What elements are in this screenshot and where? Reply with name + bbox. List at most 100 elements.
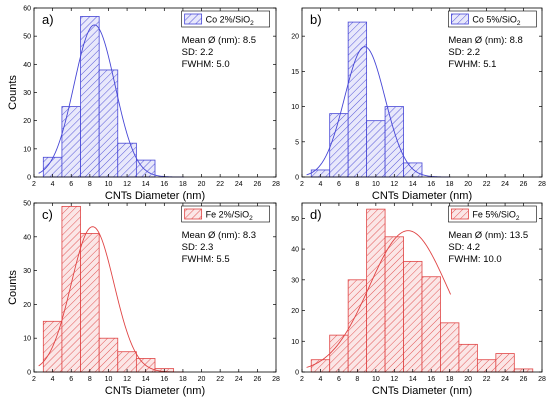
x-tick-label: 24: [501, 181, 509, 188]
y-tick-label: 40: [23, 62, 31, 69]
x-tick-label: 28: [538, 376, 546, 383]
y-tick-label: 30: [23, 268, 31, 275]
x-tick-label: 14: [409, 181, 417, 188]
histogram-bar: [329, 113, 349, 178]
stats-line: Mean Ø (nm): 8.3: [182, 230, 256, 241]
y-tick-label: 10: [291, 104, 299, 111]
gaussian-fit-curve: [38, 24, 184, 178]
y-tick-label: 10: [23, 146, 31, 153]
stats-line: FWHM: 5.1: [448, 59, 496, 70]
x-tick-label: 2: [32, 376, 36, 383]
x-tick-label: 22: [483, 181, 491, 188]
histogram-bar: [384, 106, 404, 178]
gaussian-fit-curve: [306, 230, 452, 368]
x-axis-label: CNTs Diameter (nm): [372, 190, 472, 202]
x-tick-label: 26: [253, 181, 261, 188]
histogram-bar: [61, 205, 81, 373]
x-tick-label: 22: [216, 376, 224, 383]
x-tick-label: 10: [372, 376, 380, 383]
y-tick-label: 10: [23, 336, 31, 343]
x-tick-label: 20: [198, 181, 206, 188]
y-tick-label: 0: [27, 370, 31, 377]
y-axis-label: Counts: [7, 270, 19, 305]
panel-label: d): [310, 207, 322, 222]
histogram-bar: [61, 106, 81, 178]
legend-swatch: [184, 208, 203, 220]
stats-line: SD: 2.3: [182, 242, 214, 253]
stats-line: Mean Ø (nm): 8.5: [182, 35, 256, 46]
stats-line: FWHM: 10.0: [448, 254, 501, 265]
stats-line: Mean Ø (nm): 8.8: [448, 35, 522, 46]
legend-entry: Co 2%/SiO2: [206, 15, 255, 28]
x-tick-label: 18: [446, 376, 454, 383]
x-tick-label: 26: [520, 376, 528, 383]
y-tick-label: 0: [295, 370, 299, 377]
y-tick-label: 40: [23, 234, 31, 241]
y-tick-label: 5: [295, 139, 299, 146]
histogram-bar: [366, 208, 386, 373]
x-tick-label: 12: [123, 181, 131, 188]
x-tick-label: 26: [253, 376, 261, 383]
y-tick-label: 20: [291, 308, 299, 315]
panel-label: c): [42, 207, 53, 222]
y-tick-label: 30: [291, 277, 299, 284]
x-tick-label: 24: [235, 181, 243, 188]
x-tick-label: 2: [300, 376, 304, 383]
histogram-bar: [117, 142, 137, 178]
y-tick-label: 50: [23, 201, 31, 208]
panel-d: 2 4 6 8 10 12 14 16 18 20 22 24 26 2801020304050CNTs …: [291, 202, 546, 397]
plot-frame: [301, 7, 543, 178]
gaussian-fit-curve: [38, 226, 184, 373]
x-axis-label: CNTs Diameter (nm): [372, 385, 472, 397]
legend-box: [181, 10, 270, 28]
legend-box: [448, 10, 537, 28]
stats-line: Mean Ø (nm): 13.5: [448, 230, 528, 241]
x-tick-label: 8: [355, 376, 359, 383]
histogram-bar: [458, 343, 478, 373]
y-tick-label: 60: [23, 6, 31, 13]
histogram-bar: [98, 337, 119, 373]
x-tick-label: 8: [88, 376, 92, 383]
x-tick-label: 2: [32, 181, 36, 188]
x-tick-label: 22: [216, 181, 224, 188]
x-tick-label: 4: [51, 376, 55, 383]
legend-swatch: [450, 208, 469, 220]
plot-frame: [33, 202, 277, 373]
x-tick-label: 16: [427, 376, 435, 383]
histogram-bar: [403, 260, 423, 373]
x-tick-label: 10: [372, 181, 380, 188]
x-tick-label: 10: [105, 376, 113, 383]
panel-label: a): [42, 12, 54, 27]
x-tick-label: 16: [427, 181, 435, 188]
x-tick-label: 12: [123, 376, 131, 383]
y-tick-label: 30: [23, 90, 31, 97]
x-tick-label: 20: [198, 376, 206, 383]
x-tick-label: 18: [179, 376, 187, 383]
x-axis-label: CNTs Diameter (nm): [105, 385, 205, 397]
y-tick-label: 0: [295, 175, 299, 182]
stats-line: FWHM: 5.5: [182, 254, 230, 265]
y-tick-label: 20: [23, 118, 31, 125]
panel-a: 2 4 6 8 10 12 14 16 18 20 22 24 26 280102030405060CNT…: [7, 6, 280, 203]
histogram-bar: [347, 21, 368, 178]
histogram-bar: [117, 351, 137, 373]
stats-line: SD: 2.2: [182, 47, 214, 58]
x-tick-label: 4: [319, 376, 323, 383]
x-tick-label: 6: [69, 376, 73, 383]
x-tick-label: 18: [179, 181, 187, 188]
legend-swatch: [450, 13, 469, 25]
x-tick-label: 26: [520, 181, 528, 188]
y-tick-label: 20: [23, 302, 31, 309]
x-tick-label: 24: [235, 376, 243, 383]
x-tick-label: 12: [390, 181, 398, 188]
x-tick-label: 22: [483, 376, 491, 383]
x-tick-label: 12: [390, 376, 398, 383]
x-tick-label: 28: [538, 181, 546, 188]
x-tick-label: 10: [105, 181, 113, 188]
y-tick-label: 0: [27, 175, 31, 182]
histogram-bar: [80, 16, 100, 178]
histogram-bar: [421, 276, 441, 373]
x-axis-label: CNTs Diameter (nm): [105, 190, 205, 202]
